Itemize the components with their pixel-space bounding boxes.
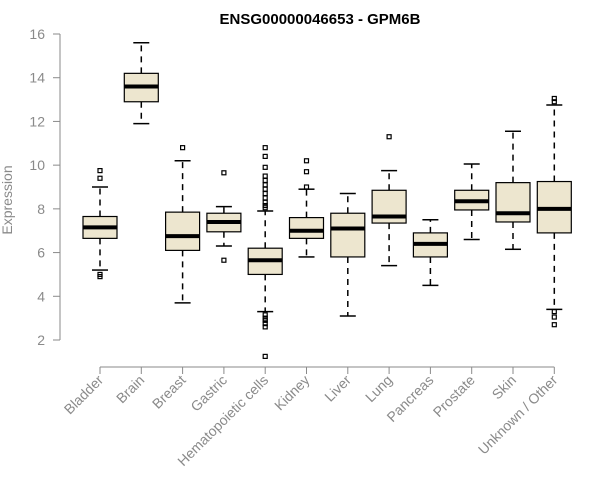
outlier-point <box>262 324 268 330</box>
outlier-point <box>551 322 557 328</box>
boxes-group <box>82 41 572 359</box>
y-tick-label: 16 <box>29 26 45 42</box>
box-iqr <box>330 212 366 258</box>
outlier-point <box>386 134 392 140</box>
y-tick-label: 2 <box>37 332 45 348</box>
y-tick-label: 14 <box>29 70 45 86</box>
box-group <box>371 134 407 267</box>
outlier-point <box>262 317 268 323</box>
outlier-point <box>262 312 268 318</box>
outlier-point <box>97 168 103 174</box>
outlier-point <box>97 175 103 181</box>
outlier-point <box>262 182 268 188</box>
outlier-point <box>551 314 557 320</box>
y-axis-label: Expression <box>0 165 15 234</box>
outlier-point <box>262 173 268 179</box>
y-tick-label: 12 <box>29 113 45 129</box>
box-group <box>288 158 325 258</box>
outlier-point <box>303 169 310 175</box>
box-group <box>330 192 366 317</box>
outlier-point <box>262 164 268 170</box>
y-axis: 2 4 6 8 10 12 14 16 <box>29 26 61 348</box>
y-tick-label: 10 <box>29 157 45 173</box>
box-group <box>82 168 118 280</box>
x-tick-label: Bladder <box>61 372 107 418</box>
box-group <box>454 163 490 241</box>
box-iqr <box>495 182 531 223</box>
x-tick-label: Brain <box>113 372 147 406</box>
outlier-point <box>303 158 310 164</box>
outlier-point <box>221 257 227 263</box>
box-group <box>536 95 572 328</box>
outlier-point <box>551 99 557 105</box>
box-group <box>247 145 283 359</box>
box-group <box>206 170 242 263</box>
outlier-point <box>262 153 268 159</box>
x-tick-label: Liver <box>321 372 354 405</box>
outlier-point <box>551 308 557 315</box>
box-iqr <box>288 217 325 239</box>
x-tick-label: Prostate <box>430 372 478 420</box>
y-tick-label: 8 <box>37 201 45 217</box>
outlier-point <box>262 186 268 192</box>
outlier-point <box>262 205 268 211</box>
box-group <box>495 130 531 251</box>
outlier-point <box>262 321 268 327</box>
x-tick-label: Lung <box>362 372 395 405</box>
outlier-point <box>97 274 103 280</box>
box-group <box>412 219 448 287</box>
y-tick-label: 4 <box>37 288 45 304</box>
x-tick-label: Kidney <box>271 372 313 414</box>
outlier-point <box>303 184 310 190</box>
outlier-point <box>221 170 227 176</box>
outlier-point <box>551 95 557 102</box>
outlier-point <box>262 145 268 151</box>
chart-title: ENSG00000046653 - GPM6B <box>220 11 421 28</box>
box-group <box>165 145 201 304</box>
outlier-point <box>180 145 186 151</box>
x-tick-label: Breast <box>149 372 189 412</box>
outlier-point <box>262 195 268 201</box>
x-tick-label: Skin <box>489 372 520 403</box>
y-tick-label: 6 <box>37 245 45 261</box>
outlier-point <box>262 199 268 205</box>
box-iqr <box>165 211 201 251</box>
outlier-point <box>262 177 268 184</box>
outlier-point <box>262 353 268 359</box>
outlier-point <box>262 190 268 197</box>
box-group <box>123 41 159 125</box>
